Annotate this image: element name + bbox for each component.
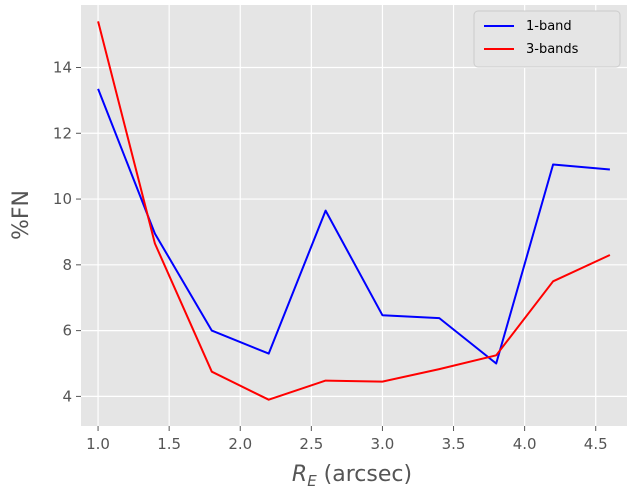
y-tick-label: 12 (53, 124, 72, 142)
x-tick-label: 1.5 (157, 435, 181, 453)
plot-area (81, 5, 627, 426)
x-axis-label: RE (arcsec) (292, 462, 412, 490)
y-tick-label: 6 (62, 322, 72, 340)
y-tick-label: 4 (62, 387, 72, 405)
x-tick-label: 3.0 (371, 435, 395, 453)
series-lines (97, 21, 611, 401)
x-tick-label: 1.0 (86, 435, 110, 453)
x-axis-label-symbol: R (292, 462, 307, 487)
legend-label-1-band: 1-band (526, 19, 572, 34)
legend-label-3-bands: 3-bands (526, 42, 579, 57)
series-line-1-band (97, 88, 610, 365)
x-tick-label: 3.5 (442, 435, 466, 453)
y-axis-label: %FN (9, 190, 34, 240)
series-line-3-bands (97, 21, 611, 401)
x-tick-label: 2.5 (299, 435, 323, 453)
x-axis-label-unit: (arcsec) (317, 462, 412, 487)
x-tick-label: 2.0 (228, 435, 252, 453)
x-axis-ticks: 1.0 1.5 2.0 2.5 3.0 3.5 4.0 4.5 (86, 426, 608, 453)
y-tick-label: 10 (53, 190, 72, 208)
legend: 1-band 3-bands (473, 10, 621, 68)
y-axis-ticks: 4 6 8 10 12 14 (53, 58, 81, 405)
y-tick-label: 14 (53, 58, 72, 76)
x-axis-label-subscript: E (307, 472, 317, 490)
x-tick-label: 4.0 (513, 435, 537, 453)
x-tick-label: 4.5 (584, 435, 608, 453)
y-tick-label: 8 (62, 256, 72, 274)
